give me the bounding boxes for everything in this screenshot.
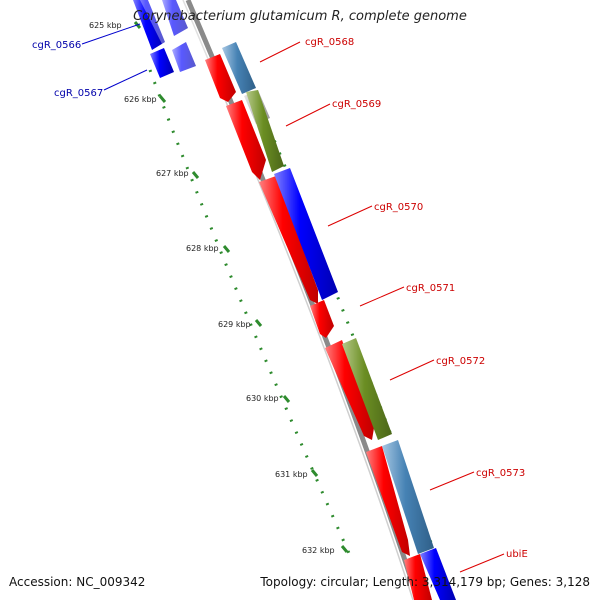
scale-label: 629 kbp: [218, 320, 251, 329]
gene-cgR_0572[interactable]: [325, 340, 374, 440]
forward-genes: [205, 54, 432, 600]
gene-cgR_0573[interactable]: [366, 446, 410, 556]
gene-cgR_0566b[interactable]: [162, 0, 188, 36]
feature-olive-1: [246, 90, 284, 172]
gene-label-cgR_0573[interactable]: cgR_0573: [476, 468, 525, 479]
gene-cgR_0567b[interactable]: [172, 42, 196, 72]
accession-label: Accession: NC_009342: [9, 575, 146, 589]
scale-label: 628 kbp: [186, 244, 219, 253]
feature-olive-2: [342, 338, 392, 440]
feature-shading: [140, 0, 228, 112]
gene-cgR_0568[interactable]: [205, 54, 236, 102]
gene-cgR_0571[interactable]: [310, 300, 334, 338]
leader-lines: [81, 23, 505, 573]
gene-label-cgR_0568[interactable]: cgR_0568: [305, 37, 354, 48]
feature-blue-2: [420, 548, 456, 600]
scale-labels: 625 kbp 626 kbp 627 kbp 628 kbp 629 kbp …: [89, 21, 335, 555]
gene-labels: cgR_0566 cgR_0567 cgR_0568 cgR_0569 cgR_…: [32, 37, 528, 560]
topology-label: Topology: circular; Length: 3,314,179 bp…: [260, 575, 590, 589]
scale-label: 630 kbp: [246, 394, 279, 403]
gene-label-cgR_0569[interactable]: cgR_0569: [332, 99, 381, 110]
gene-label-ubiE[interactable]: ubiE: [506, 549, 528, 560]
feature-steel-2: [382, 440, 434, 554]
map-title: Corynebacterium glutamicum R, complete g…: [133, 9, 467, 24]
feature-blue-1: [274, 168, 338, 300]
gene-cgR_0569[interactable]: [226, 100, 266, 180]
scale-label: 625 kbp: [89, 21, 122, 30]
reverse-genes: [133, 0, 196, 78]
gene-ubiE[interactable]: [404, 554, 432, 600]
gene-label-cgR_0567[interactable]: cgR_0567: [54, 88, 103, 99]
feature-steel-1: [222, 42, 256, 94]
scale-label: 632 kbp: [302, 546, 335, 555]
outer-features: [222, 42, 456, 600]
gene-cgR_0566[interactable]: [133, 0, 165, 50]
scale-label: 626 kbp: [124, 95, 157, 104]
gene-cgR_0567[interactable]: [150, 48, 174, 78]
scale-label: 631 kbp: [275, 470, 308, 479]
scale-label: 627 kbp: [156, 169, 189, 178]
gene-label-cgR_0566[interactable]: cgR_0566: [32, 40, 81, 51]
gene-label-cgR_0572[interactable]: cgR_0572: [436, 356, 485, 367]
major-ticks: [133, 21, 349, 553]
gene-label-cgR_0570[interactable]: cgR_0570: [374, 202, 423, 213]
gene-cgR_0570[interactable]: [259, 176, 318, 304]
gene-label-cgR_0571[interactable]: cgR_0571: [406, 283, 455, 294]
